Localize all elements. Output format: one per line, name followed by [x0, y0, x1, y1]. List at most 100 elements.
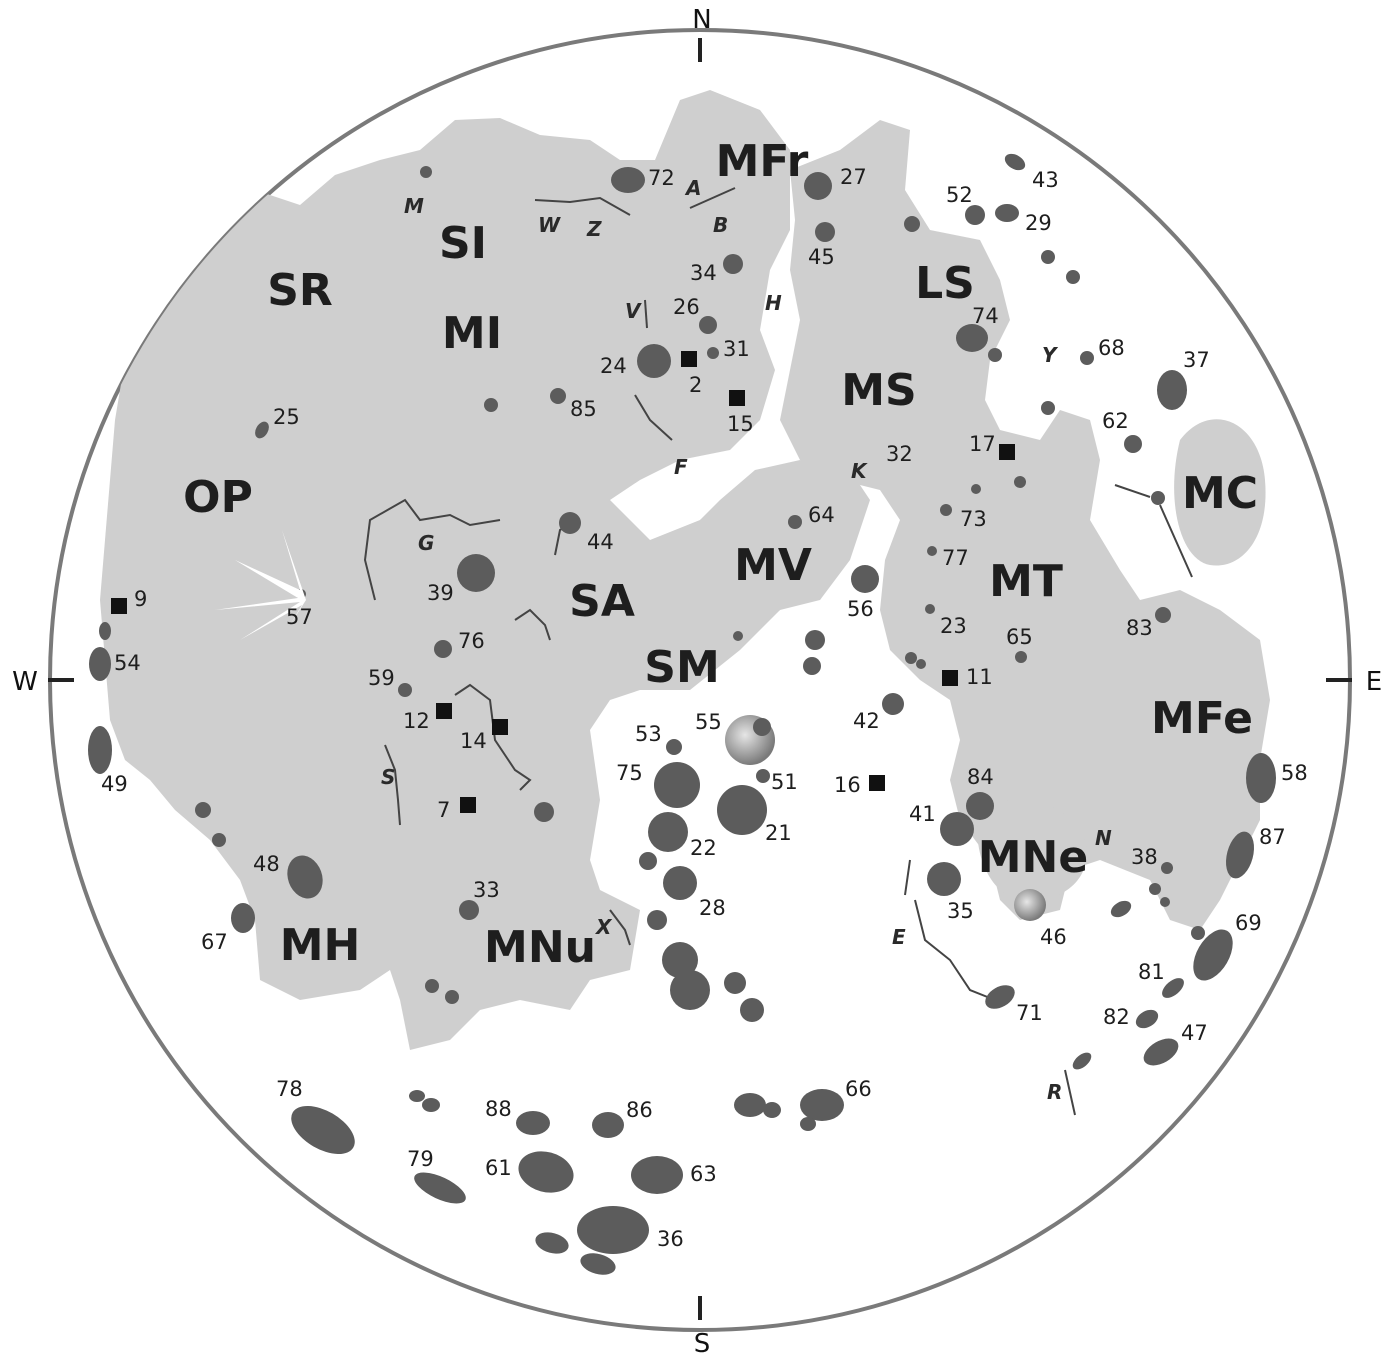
rille-line-r	[1064, 1069, 1076, 1116]
crater	[577, 1206, 649, 1254]
crater	[666, 739, 682, 755]
feature-label: 87	[1259, 825, 1286, 849]
crater	[1014, 889, 1046, 921]
crater	[459, 900, 479, 920]
feature-label: 54	[114, 651, 141, 675]
crater	[927, 862, 961, 896]
rille-label: V	[625, 299, 642, 323]
crater	[1004, 153, 1026, 171]
mare-label: SM	[644, 642, 719, 693]
feature-label: 65	[1006, 625, 1033, 649]
crater	[925, 604, 935, 614]
crater	[1014, 476, 1026, 488]
rille-label: M	[404, 194, 424, 218]
crater	[803, 657, 821, 675]
feature-label: 11	[966, 665, 993, 689]
crater	[231, 903, 255, 933]
feature-label: 37	[1183, 348, 1210, 372]
crater	[255, 421, 269, 439]
mare-label: MNu	[484, 922, 596, 973]
crater	[717, 785, 767, 835]
compass-south-label: S	[694, 1329, 711, 1356]
crater	[535, 1232, 569, 1254]
feature-label: 27	[840, 165, 867, 189]
rille-label: K	[851, 459, 868, 483]
mare-label: MNe	[978, 832, 1088, 883]
site-marker	[729, 390, 745, 406]
rille-line-v	[644, 299, 648, 329]
crater	[805, 630, 825, 650]
rille-line-71	[914, 899, 996, 1001]
crater	[611, 167, 645, 193]
mare-label: MS	[841, 365, 916, 416]
crater	[1162, 978, 1184, 998]
feature-label: 55	[695, 710, 722, 734]
feature-label: 51	[771, 770, 798, 794]
feature-label: 45	[808, 245, 835, 269]
feature-label: 71	[1016, 1001, 1043, 1025]
crater	[580, 1253, 616, 1275]
feature-label: 32	[886, 442, 913, 466]
site-marker	[942, 670, 958, 686]
crater	[550, 388, 566, 404]
crater	[1160, 897, 1170, 907]
mare-label: MI	[442, 308, 502, 359]
crater	[699, 316, 717, 334]
crater	[904, 216, 920, 232]
feature-label: 35	[947, 899, 974, 923]
feature-label: 63	[690, 1162, 717, 1186]
feature-label: 48	[253, 852, 280, 876]
landing-sites	[111, 351, 1015, 813]
crater	[724, 972, 746, 994]
feature-label: 88	[485, 1097, 512, 1121]
crater	[647, 910, 667, 930]
rille-label: H	[765, 291, 782, 315]
feature-label: 2	[689, 373, 702, 397]
crater	[988, 348, 1002, 362]
crater	[445, 990, 459, 1004]
crater	[1161, 862, 1173, 874]
crater	[1225, 831, 1255, 879]
rille-lines	[363, 187, 1193, 1116]
feature-label: 44	[587, 530, 614, 554]
feature-label: 76	[458, 629, 485, 653]
feature-label: 52	[946, 183, 973, 207]
rille-label: Y	[1042, 343, 1059, 367]
crater	[434, 640, 452, 658]
ray	[215, 530, 306, 640]
crater	[637, 344, 671, 378]
crater	[518, 1151, 574, 1193]
rille-labels: A B M W Z H V Y F K G S N X E R	[381, 176, 1112, 1104]
compass-east-label: E	[1366, 667, 1382, 697]
feature-label: 77	[942, 546, 969, 570]
crater	[804, 172, 832, 200]
crater	[1149, 883, 1161, 895]
rille-line-e	[904, 859, 911, 896]
crater	[422, 1098, 440, 1112]
crater	[592, 1112, 624, 1138]
crater	[1135, 1009, 1159, 1029]
mare-label: LS	[915, 258, 975, 309]
crater	[409, 1090, 425, 1102]
maria-labels: SR SI MI MFr LS MS MC OP SA MV MT SM MFe…	[183, 136, 1258, 973]
mare-region-nectaris	[977, 800, 1087, 901]
crater	[648, 812, 688, 852]
feature-label: 16	[834, 773, 861, 797]
crater	[927, 546, 937, 556]
feature-label: 79	[407, 1147, 434, 1171]
crater-57-rays	[215, 530, 306, 640]
feature-label: 17	[969, 432, 996, 456]
rille-label: A	[684, 176, 701, 200]
crater	[534, 802, 554, 822]
crater	[414, 1172, 466, 1204]
crater	[662, 942, 698, 978]
crater	[1072, 1052, 1092, 1070]
crater-layer	[88, 153, 1276, 1275]
crater	[663, 866, 697, 900]
mare-label: OP	[183, 472, 253, 523]
crater	[985, 985, 1015, 1009]
feature-label: 36	[657, 1227, 684, 1251]
crater	[1191, 926, 1205, 940]
feature-label: 39	[427, 581, 454, 605]
